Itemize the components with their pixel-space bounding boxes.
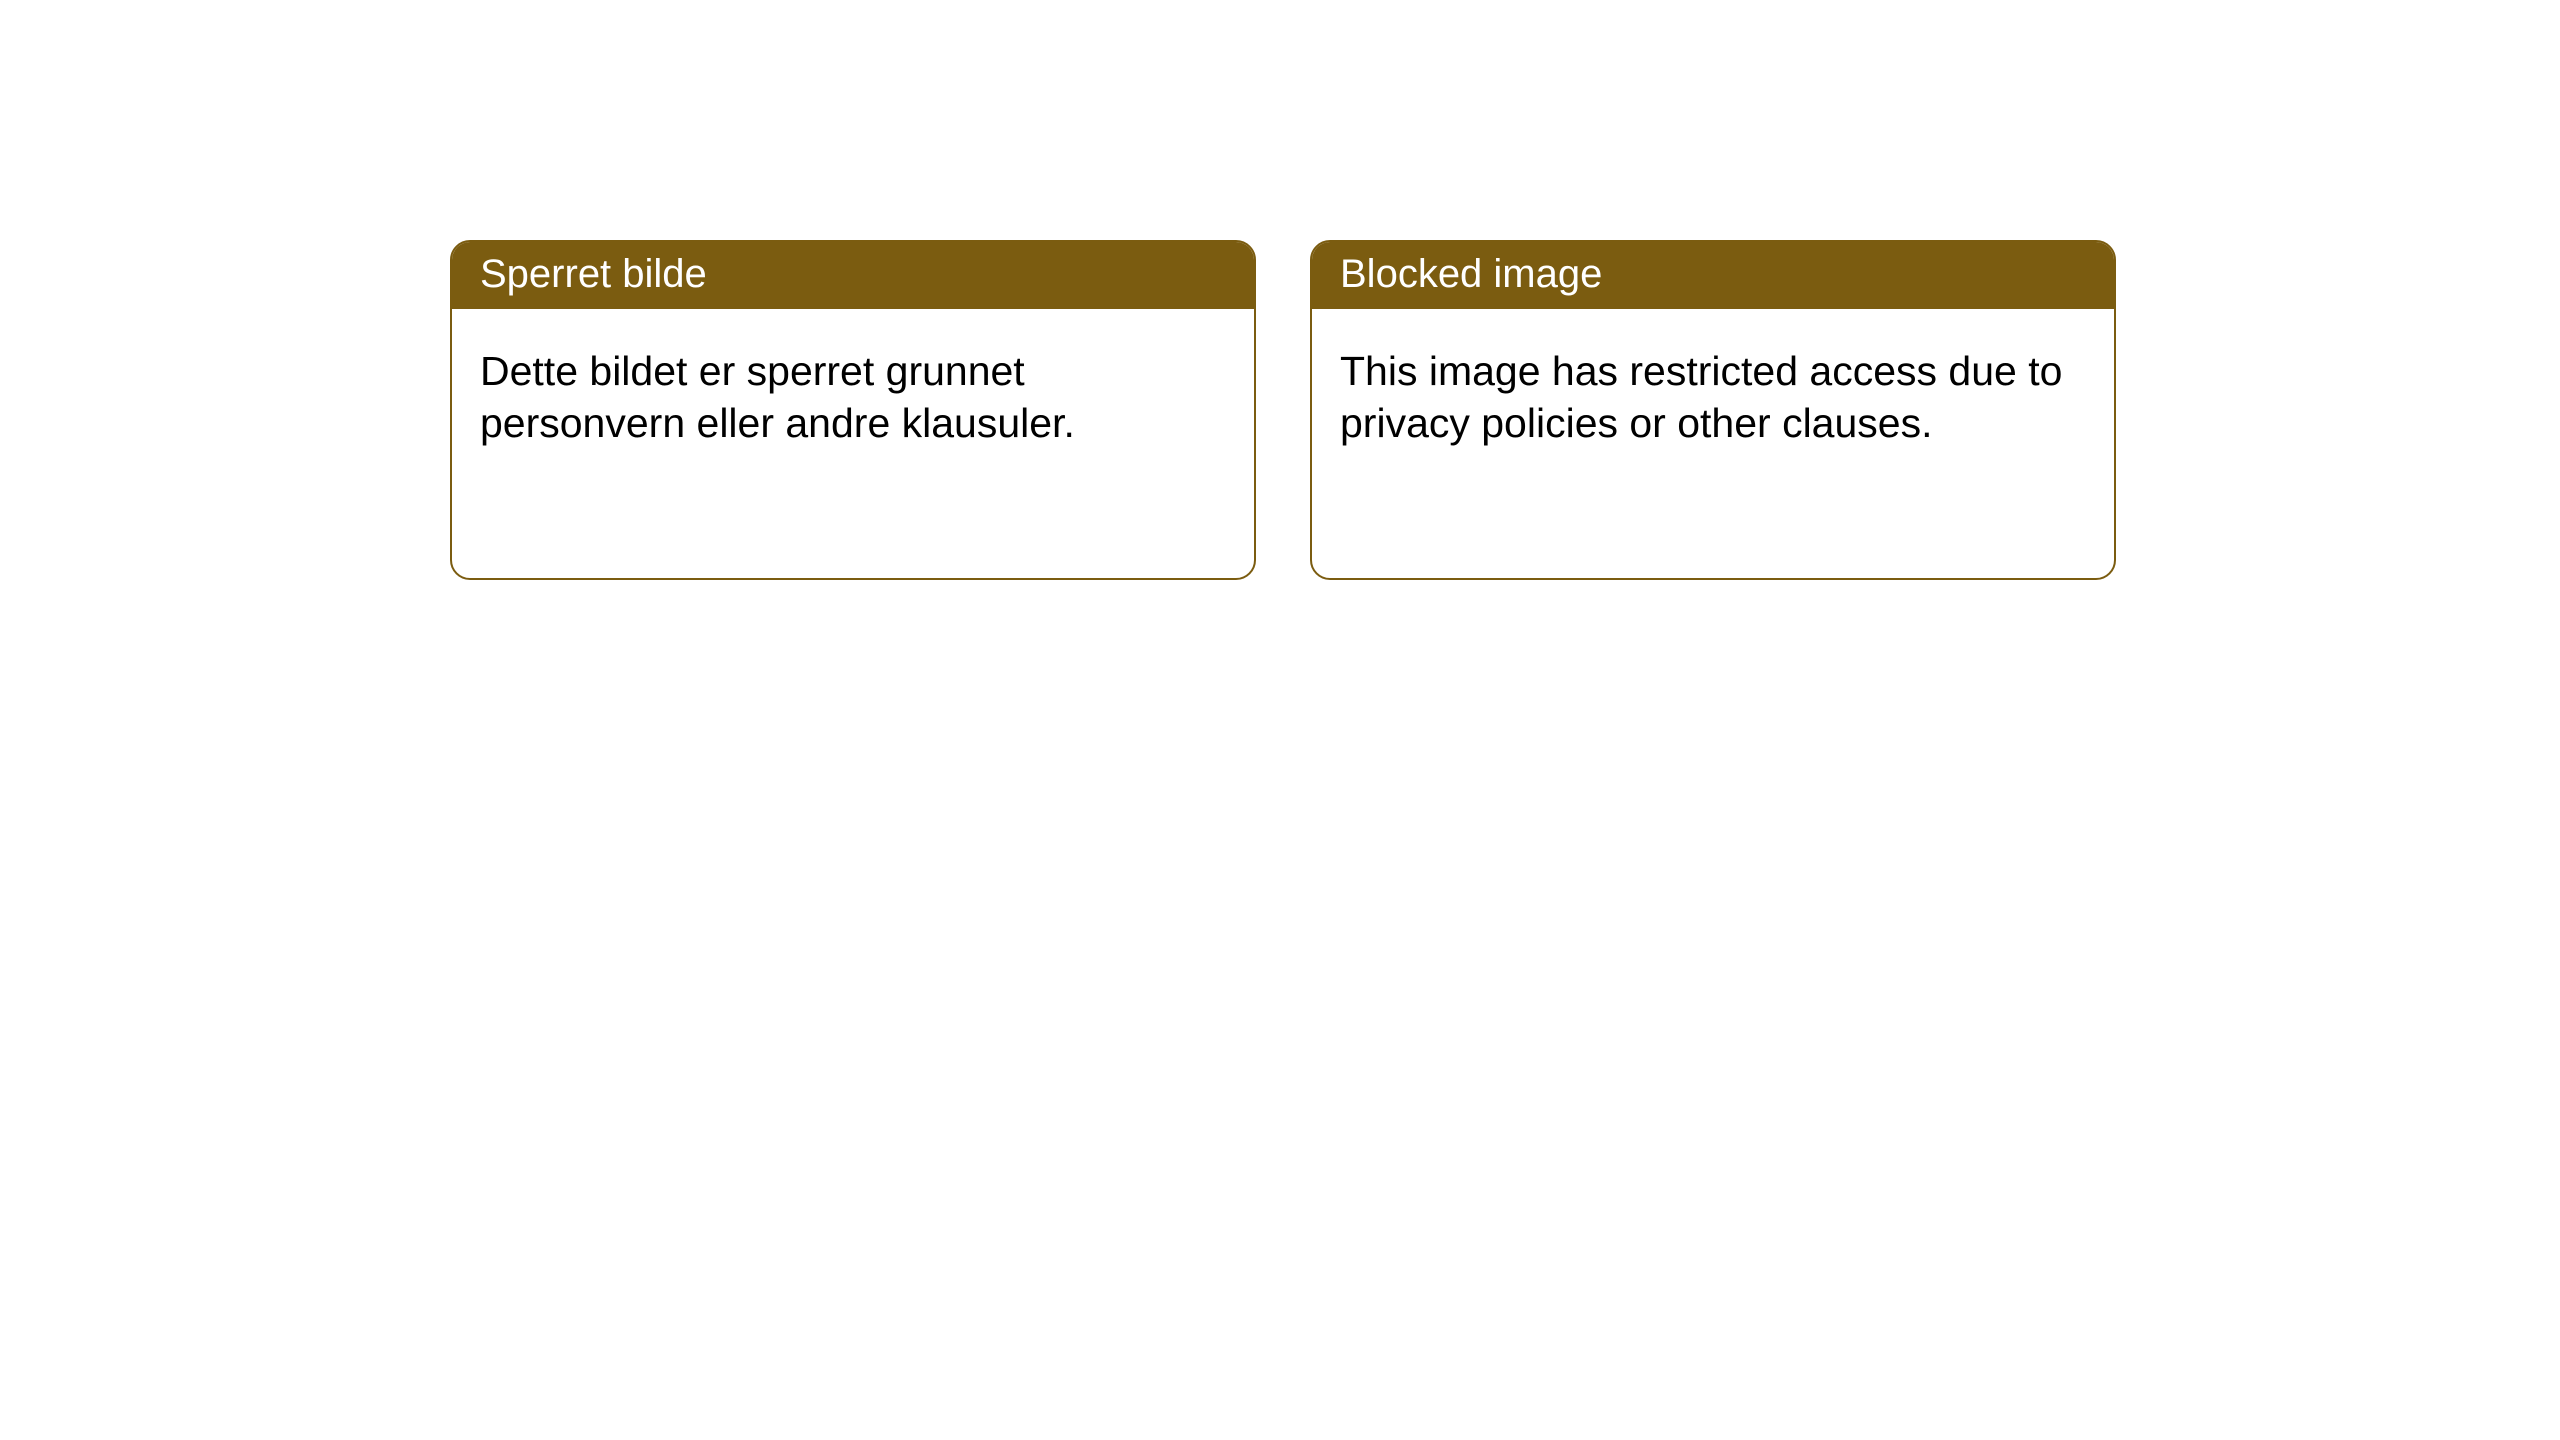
notice-container: Sperret bilde Dette bildet er sperret gr…	[0, 0, 2560, 580]
card-body: This image has restricted access due to …	[1312, 309, 2114, 486]
notice-card-english: Blocked image This image has restricted …	[1310, 240, 2116, 580]
card-body: Dette bildet er sperret grunnet personve…	[452, 309, 1254, 486]
notice-card-norwegian: Sperret bilde Dette bildet er sperret gr…	[450, 240, 1256, 580]
card-header: Blocked image	[1312, 242, 2114, 309]
card-header: Sperret bilde	[452, 242, 1254, 309]
